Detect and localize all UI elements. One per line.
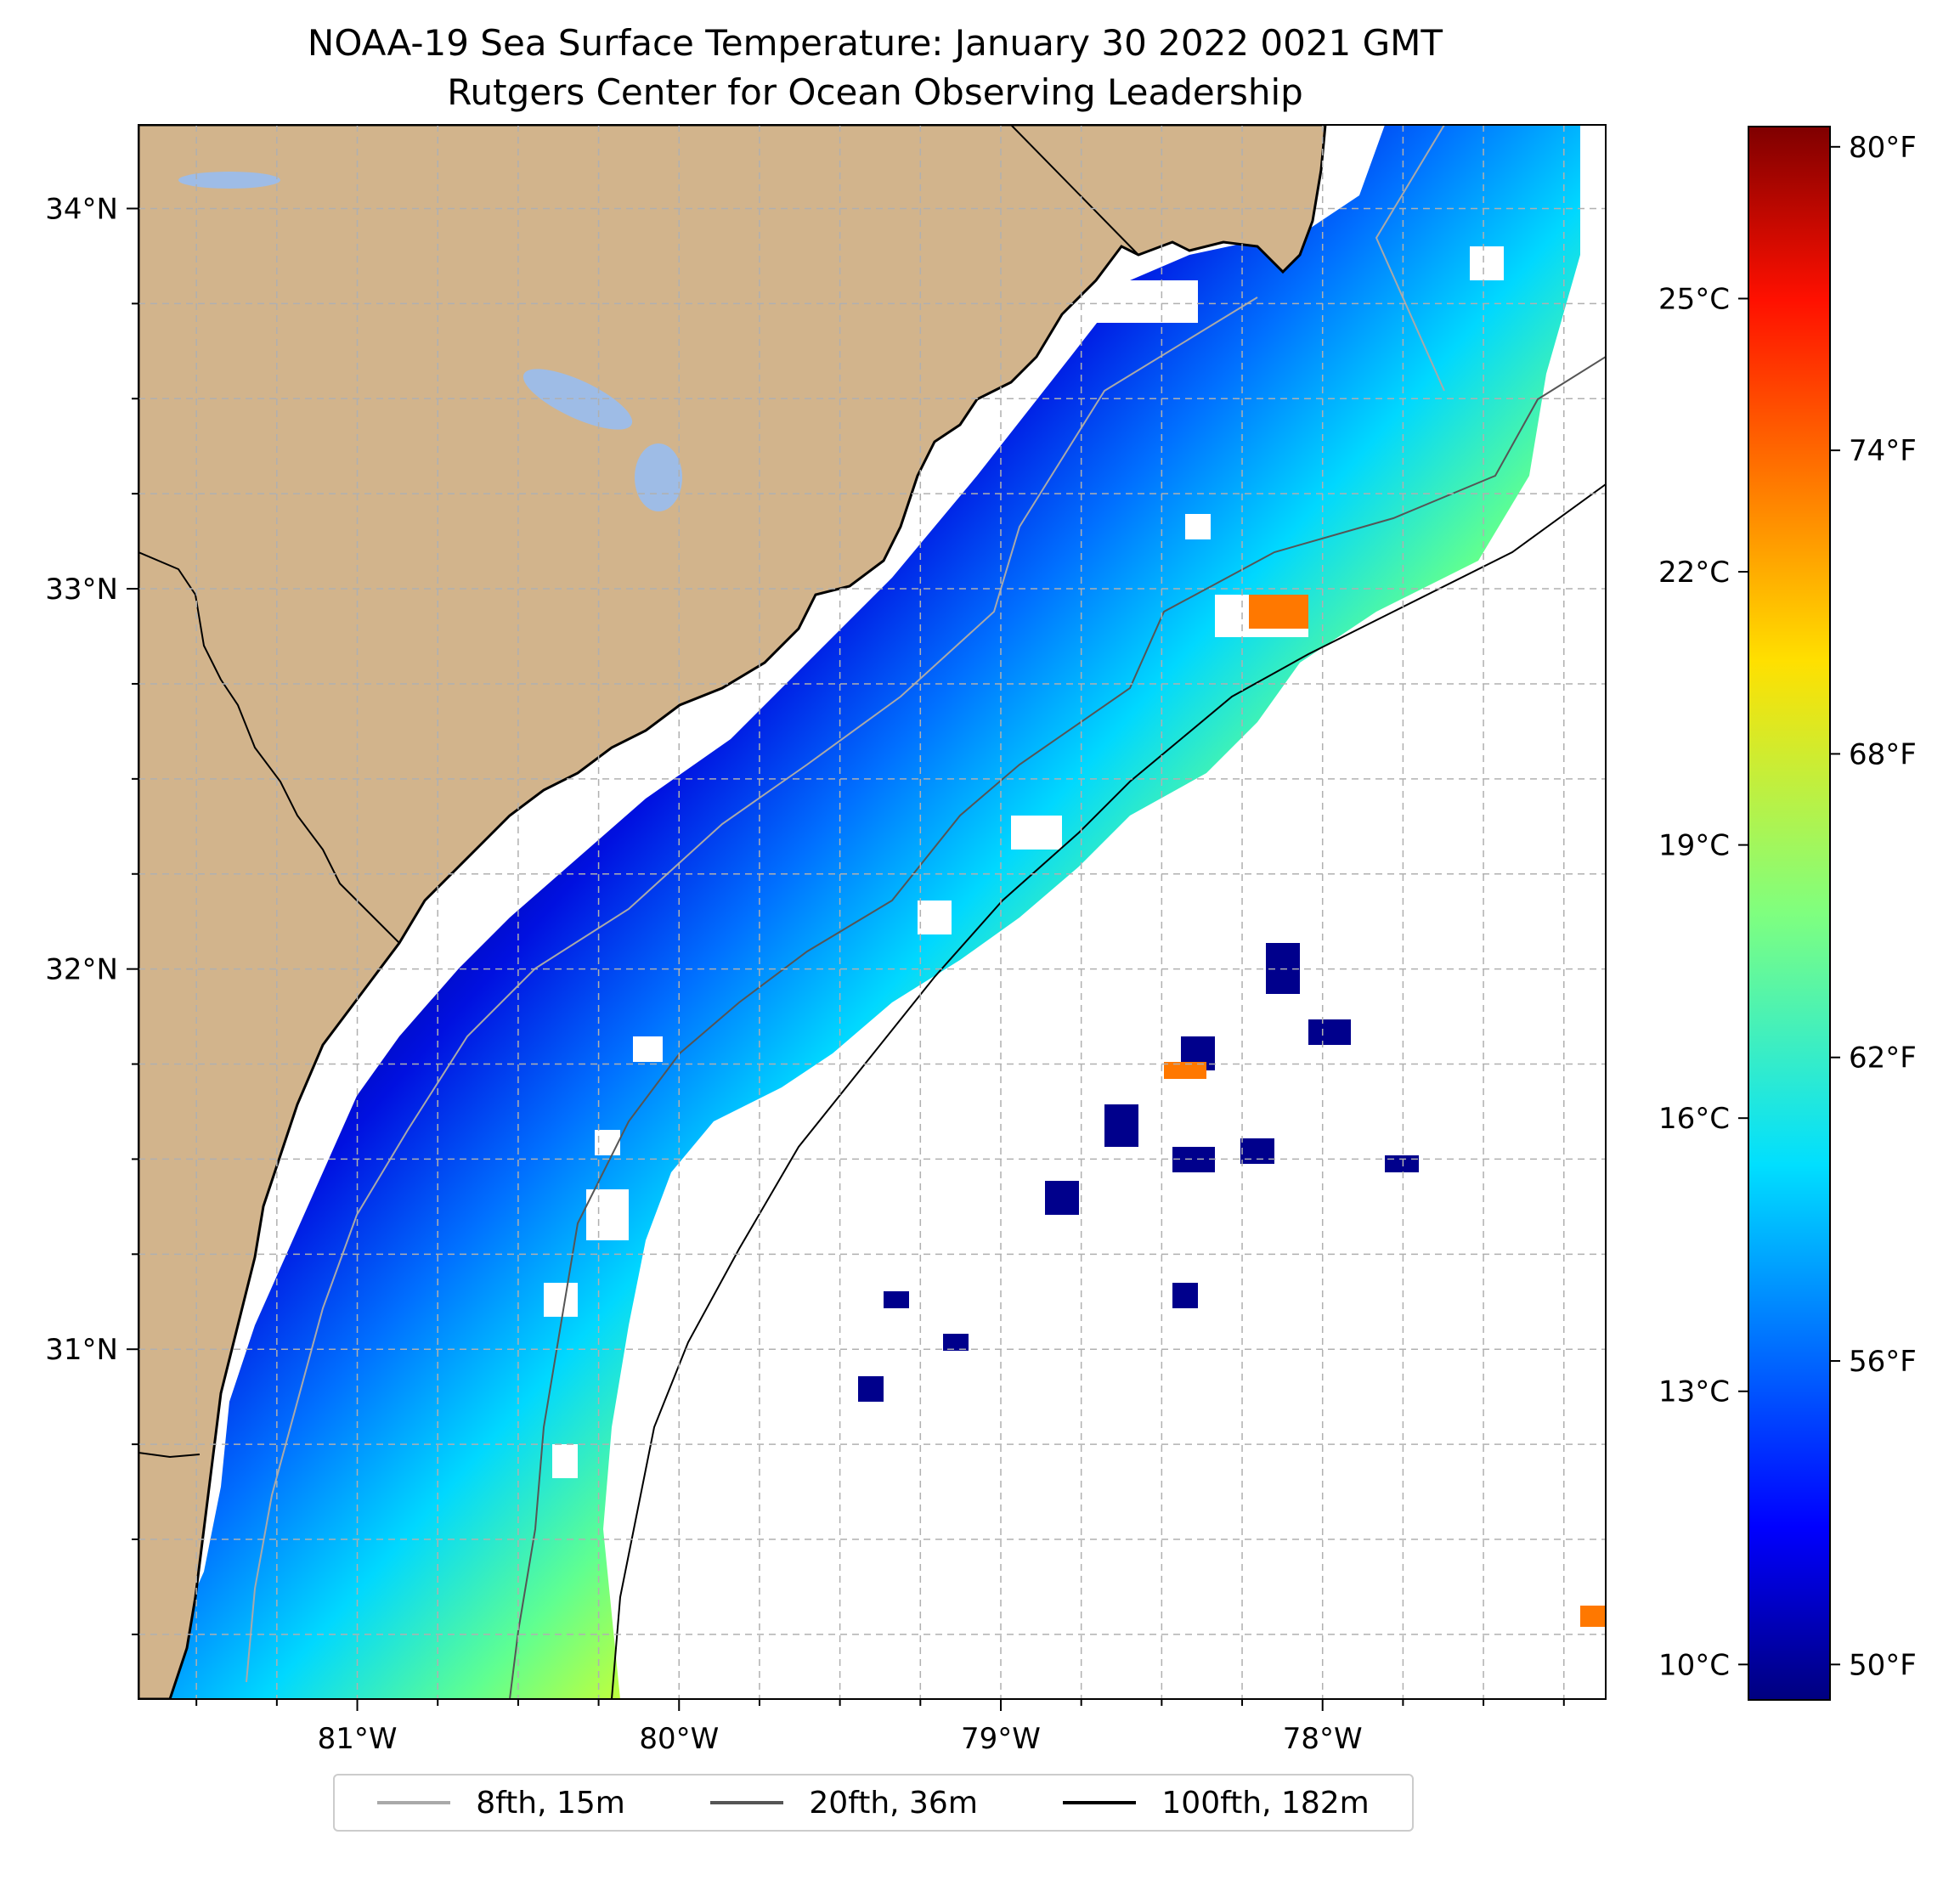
colorbar-c-label: 10°C [1658,1648,1730,1682]
lon-tick-label: 81°W [318,1722,398,1756]
lat-tick-label: 34°N [45,192,118,226]
colorbar-f-label: 62°F [1849,1042,1917,1075]
colorbar-ticks: 50°F 56°F 62°F 68°F 74°F 80°F 10°C 13°C 16°C 19°C… [1658,131,1917,1682]
lon-tick-label: 80°W [639,1722,719,1756]
state-border-ga-fl [138,1452,201,1459]
colorbar-c-label: 25°C [1658,282,1730,316]
map-area [138,125,1606,1699]
sst-field [170,125,1580,1699]
colorbar-c-label: 13°C [1658,1375,1730,1409]
reservoir [178,172,280,189]
colorbar-c-label: 22°C [1658,556,1730,590]
colorbar-f-label: 68°F [1849,737,1917,771]
lat-tick-label: 32°N [45,953,118,987]
legend-swatch-100fth [1063,1801,1137,1804]
colorbar-f-label: 56°F [1849,1345,1917,1379]
lake-marion [522,369,633,430]
isobath-20fth [509,356,1606,1699]
chart-subtitle: Rutgers Center for Ocean Observing Leade… [447,71,1303,113]
map-frame [138,124,1607,1700]
cloud-gaps [544,246,1504,1478]
lake-moultrie [635,443,682,511]
isobath-legend: 8fth, 15m 20fth, 36m 100fth, 182m [333,1774,1414,1832]
legend-item-20fth: 20fth, 36m [710,1786,978,1821]
lon-tick-label: 79°W [961,1722,1041,1756]
colorbar-c-label: 19°C [1658,829,1730,863]
lon-tick-label: 78°W [1283,1722,1363,1756]
gridlines [138,125,1606,1699]
isobath-100fth [611,483,1606,1699]
colorbar-f-label: 80°F [1849,131,1917,165]
legend-label-8fth: 8fth, 15m [476,1785,625,1821]
legend-item-8fth: 8fth, 15m [377,1786,625,1821]
map-ticks: 81°W 80°W 79°W 78°W 31°N 32°N 33°N 34°N [45,192,1565,1756]
land-mass [138,125,1327,1699]
colorbar-c-label: 16°C [1658,1102,1730,1136]
chart-title: NOAA-19 Sea Surface Temperature: January… [307,22,1443,64]
offshore-warm-pixels [1164,595,1606,1627]
legend-swatch-20fth [710,1801,784,1804]
state-border-sc-ga [138,551,400,944]
lat-tick-label: 33°N [45,573,118,607]
state-border-nc-sc [1010,125,1139,256]
legend-swatch-8fth [377,1801,451,1804]
legend-item-100fth: 100fth, 182m [1063,1785,1370,1821]
colorbar [1748,126,1831,1701]
legend-label-100fth: 100fth, 182m [1161,1785,1370,1821]
colorbar-f-label: 74°F [1849,434,1917,468]
colorbar-f-label: 50°F [1849,1648,1917,1682]
legend-label-20fth: 20fth, 36m [809,1785,978,1821]
lat-tick-label: 31°N [45,1333,118,1367]
